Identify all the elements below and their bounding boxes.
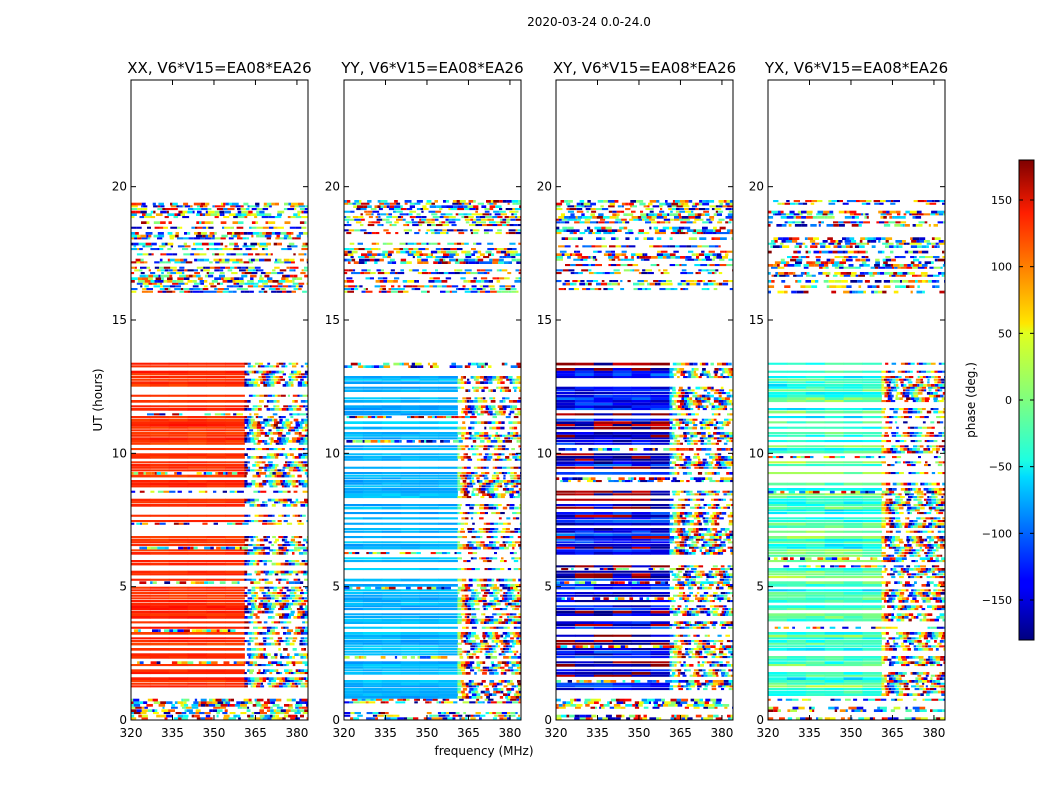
x-tick-label: 320 (545, 726, 568, 740)
y-tick-label: 20 (537, 180, 552, 194)
y-tick-label: 20 (325, 180, 340, 194)
y-tick-label: 5 (119, 580, 127, 594)
x-tick-label: 380 (922, 726, 945, 740)
y-tick-label: 15 (749, 313, 764, 327)
panel-frame (130, 79, 309, 721)
panel-title: YX, V6*V15=EA08*EA26 (764, 59, 948, 77)
panels-layer: XX, V6*V15=EA08*EA26 320 335 350 365 380 0 5 10 1… (112, 59, 948, 740)
x-tick-label: 335 (586, 726, 609, 740)
colorbar-tick-label: 150 (991, 194, 1012, 207)
colorbar-tick-label: −50 (989, 461, 1012, 474)
y-tick-label: 10 (537, 446, 552, 460)
x-tick-label: 365 (669, 726, 692, 740)
panel-heatmap (131, 202, 308, 720)
y-tick-label: 5 (544, 580, 552, 594)
y-tick-label: 0 (332, 713, 340, 727)
y-tick-label: 15 (325, 313, 340, 327)
y-tick-label: 0 (756, 713, 764, 727)
y-tick-label: 10 (749, 446, 764, 460)
x-tick-label: 380 (710, 726, 733, 740)
x-tick-label: 335 (374, 726, 397, 740)
x-tick-label: 335 (161, 726, 184, 740)
y-tick-label: 0 (119, 713, 127, 727)
x-tick-label: 350 (840, 726, 863, 740)
panel-3: XY, V6*V15=EA08*EA26 320 335 350 365 380 0 5 10 1… (537, 59, 736, 740)
panel-title: XX, V6*V15=EA08*EA26 (127, 59, 311, 77)
colorbar-tick-label: 0 (1005, 394, 1012, 407)
x-tick-label: 350 (416, 726, 439, 740)
y-tick-label: 15 (112, 313, 127, 327)
x-tick-label: 380 (285, 726, 308, 740)
x-tick-label: 320 (757, 726, 780, 740)
panel-title: XY, V6*V15=EA08*EA26 (553, 59, 736, 77)
x-tick-label: 365 (244, 726, 267, 740)
panel-2: YY, V6*V15=EA08*EA26 320 335 350 365 380 0 5 10 1… (325, 59, 524, 740)
panel-frame (555, 79, 734, 721)
y-axis-label: UT (hours) (91, 368, 105, 431)
y-tick-label: 10 (112, 446, 127, 460)
y-tick-label: 5 (756, 580, 764, 594)
x-tick-label: 365 (881, 726, 904, 740)
x-tick-label: 350 (628, 726, 651, 740)
figure-suptitle: 2020-03-24 0.0-24.0 (527, 15, 651, 29)
panel-frame (343, 79, 522, 721)
colorbar: phase (deg.) 150 100 50 0 −50 −100 −150 (964, 159, 1035, 641)
x-tick-label: 335 (798, 726, 821, 740)
x-tick-label: 320 (333, 726, 356, 740)
colorbar-tick-label: 100 (991, 261, 1012, 274)
colorbar-tick-label: −150 (982, 594, 1012, 607)
y-tick-label: 20 (749, 180, 764, 194)
panel-heatmap (768, 200, 945, 720)
panel-1: XX, V6*V15=EA08*EA26 320 335 350 365 380 0 5 10 1… (112, 59, 312, 740)
colorbar-tick-label: 50 (998, 327, 1012, 340)
x-tick-label: 365 (457, 726, 480, 740)
y-tick-label: 15 (537, 313, 552, 327)
colorbar-label: phase (deg.) (964, 362, 978, 438)
x-axis-label: frequency (MHz) (434, 744, 533, 758)
y-tick-label: 5 (332, 580, 340, 594)
y-tick-label: 20 (112, 180, 127, 194)
y-tick-label: 10 (325, 446, 340, 460)
x-tick-label: 380 (498, 726, 521, 740)
y-tick-label: 0 (544, 713, 552, 727)
x-tick-label: 350 (203, 726, 226, 740)
panel-frame (767, 79, 946, 721)
colorbar-tick-label: −100 (982, 527, 1012, 540)
panel-heatmap (344, 200, 521, 720)
panel-4: YX, V6*V15=EA08*EA26 320 335 350 365 380 0 5 10 1… (749, 59, 948, 740)
panel-title: YY, V6*V15=EA08*EA26 (340, 59, 523, 77)
x-tick-label: 320 (120, 726, 143, 740)
panel-heatmap (556, 200, 733, 720)
